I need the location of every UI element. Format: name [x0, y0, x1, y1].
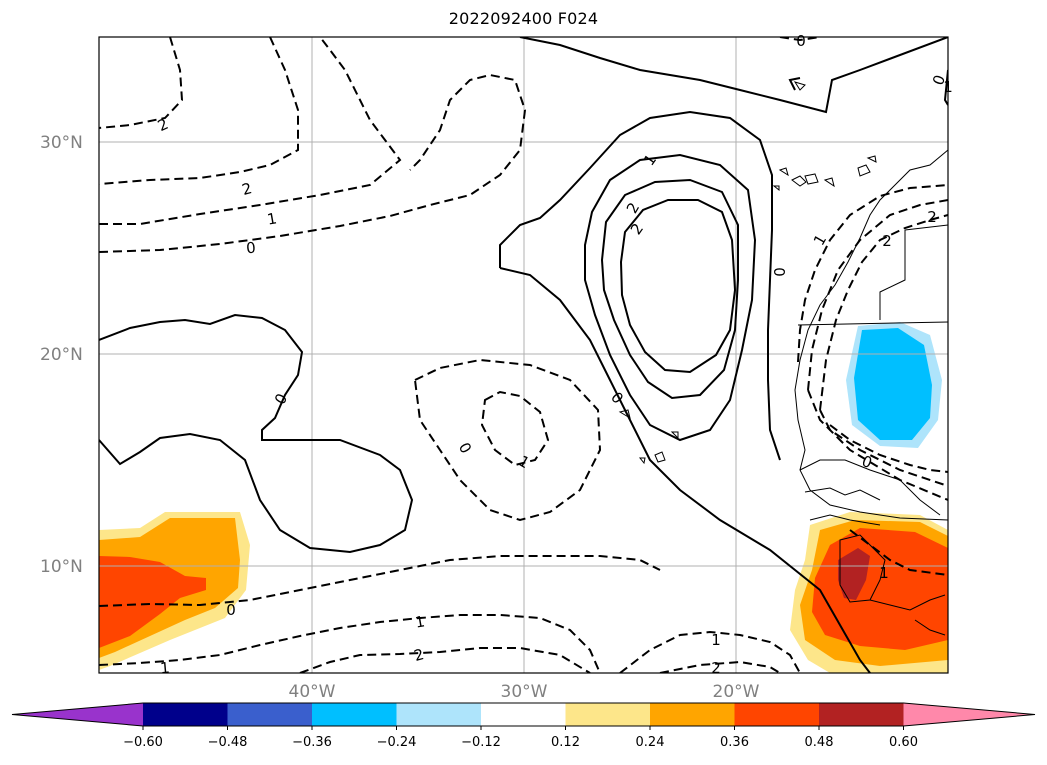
- colorbar-tick-label: 0.24: [636, 735, 665, 750]
- contour-label: 0: [245, 239, 256, 258]
- contour-label: 2: [412, 645, 426, 665]
- contour-label: 2: [711, 659, 721, 677]
- shade-east-blue: [854, 328, 932, 440]
- contour-label: 1: [515, 452, 532, 472]
- colorbar-extend-high: [903, 703, 1035, 726]
- shade-west-red: [99, 556, 206, 648]
- lat-label-10n: 10°N: [40, 557, 83, 577]
- colorbar-tick-label: −0.36: [292, 735, 332, 750]
- latitude-labels: 30°N 20°N 10°N: [40, 133, 83, 577]
- colorbar-tick-label: 0.12: [551, 735, 580, 750]
- colorbar-tick-label: −0.12: [461, 735, 501, 750]
- shading-east-negative: [846, 322, 942, 448]
- contour-label: 2: [240, 179, 254, 199]
- contour-label: 1: [414, 612, 427, 631]
- colorbar-tick-label: 0.36: [720, 735, 749, 750]
- contour-label: 0: [226, 601, 236, 619]
- coastlines: [618, 81, 948, 636]
- gridlines: [99, 37, 948, 673]
- contour-label: 1: [943, 78, 953, 96]
- contour-label: 1: [711, 631, 721, 649]
- lat-label-30n: 30°N: [40, 133, 83, 153]
- colorbar-swatch: [819, 703, 904, 726]
- colorbar-swatch: [481, 703, 566, 726]
- colorbar: −0.60 −0.48 −0.36 −0.24 −0.12 0.12 0.24 0.36 0.4…: [11, 702, 1036, 750]
- colorbar-swatch: [565, 703, 651, 726]
- contour-label: 0: [796, 32, 806, 50]
- contours-solid: [99, 37, 948, 673]
- contour-label: 1: [266, 209, 279, 228]
- lat-label-20n: 20°N: [40, 345, 83, 365]
- colorbar-swatch: [312, 703, 397, 726]
- shade-east-red: [812, 528, 948, 650]
- colorbar-tick-label: −0.48: [208, 735, 248, 750]
- colorbar-extend-low: [12, 703, 143, 726]
- colorbar-swatch: [227, 703, 313, 726]
- colorbar-swatch: [396, 703, 482, 726]
- colorbar-tick-label: −0.60: [123, 735, 163, 750]
- colorbar-tick-label: −0.24: [377, 735, 417, 750]
- colorbar-swatch: [650, 703, 735, 726]
- contour-label: 1: [159, 659, 170, 678]
- lon-label-20w: 20°W: [713, 682, 760, 702]
- shading-west-positive: [99, 512, 250, 670]
- colorbar-swatch: [143, 703, 228, 726]
- colorbar-swatch: [734, 703, 820, 726]
- map-title: 2022092400 F024: [448, 9, 599, 28]
- shading-east-positive: [790, 512, 948, 673]
- colorbar-tick-label: 0.48: [805, 735, 834, 750]
- lon-label-30w: 30°W: [501, 682, 548, 702]
- contours-dashed: [99, 37, 948, 673]
- contour-label: 0: [771, 267, 789, 277]
- longitude-labels: 40°W 30°W 20°W: [289, 682, 760, 702]
- contour-label: 2: [927, 208, 937, 226]
- colorbar-tick-label: 0.60: [889, 735, 918, 750]
- lon-label-40w: 40°W: [289, 682, 336, 702]
- contour-label: 2: [882, 232, 892, 250]
- map-frame: [98, 36, 949, 674]
- contour-label: 1: [879, 564, 889, 582]
- shade-east-darkred: [838, 548, 870, 600]
